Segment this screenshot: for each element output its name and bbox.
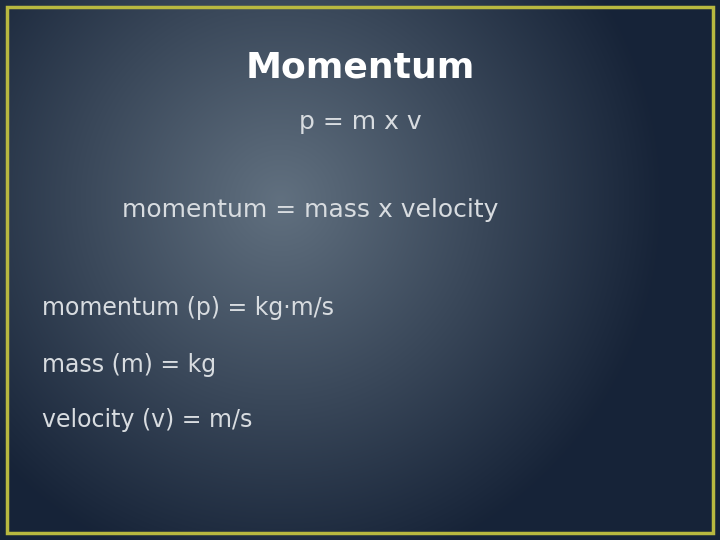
Text: Momentum: Momentum: [246, 51, 474, 85]
Text: p = m x v: p = m x v: [299, 110, 421, 134]
Text: mass (m) = kg: mass (m) = kg: [42, 353, 216, 377]
Text: momentum (p) = kg·m/s: momentum (p) = kg·m/s: [42, 296, 334, 320]
Text: velocity (v) = m/s: velocity (v) = m/s: [42, 408, 253, 432]
Text: momentum = mass x velocity: momentum = mass x velocity: [122, 198, 498, 222]
